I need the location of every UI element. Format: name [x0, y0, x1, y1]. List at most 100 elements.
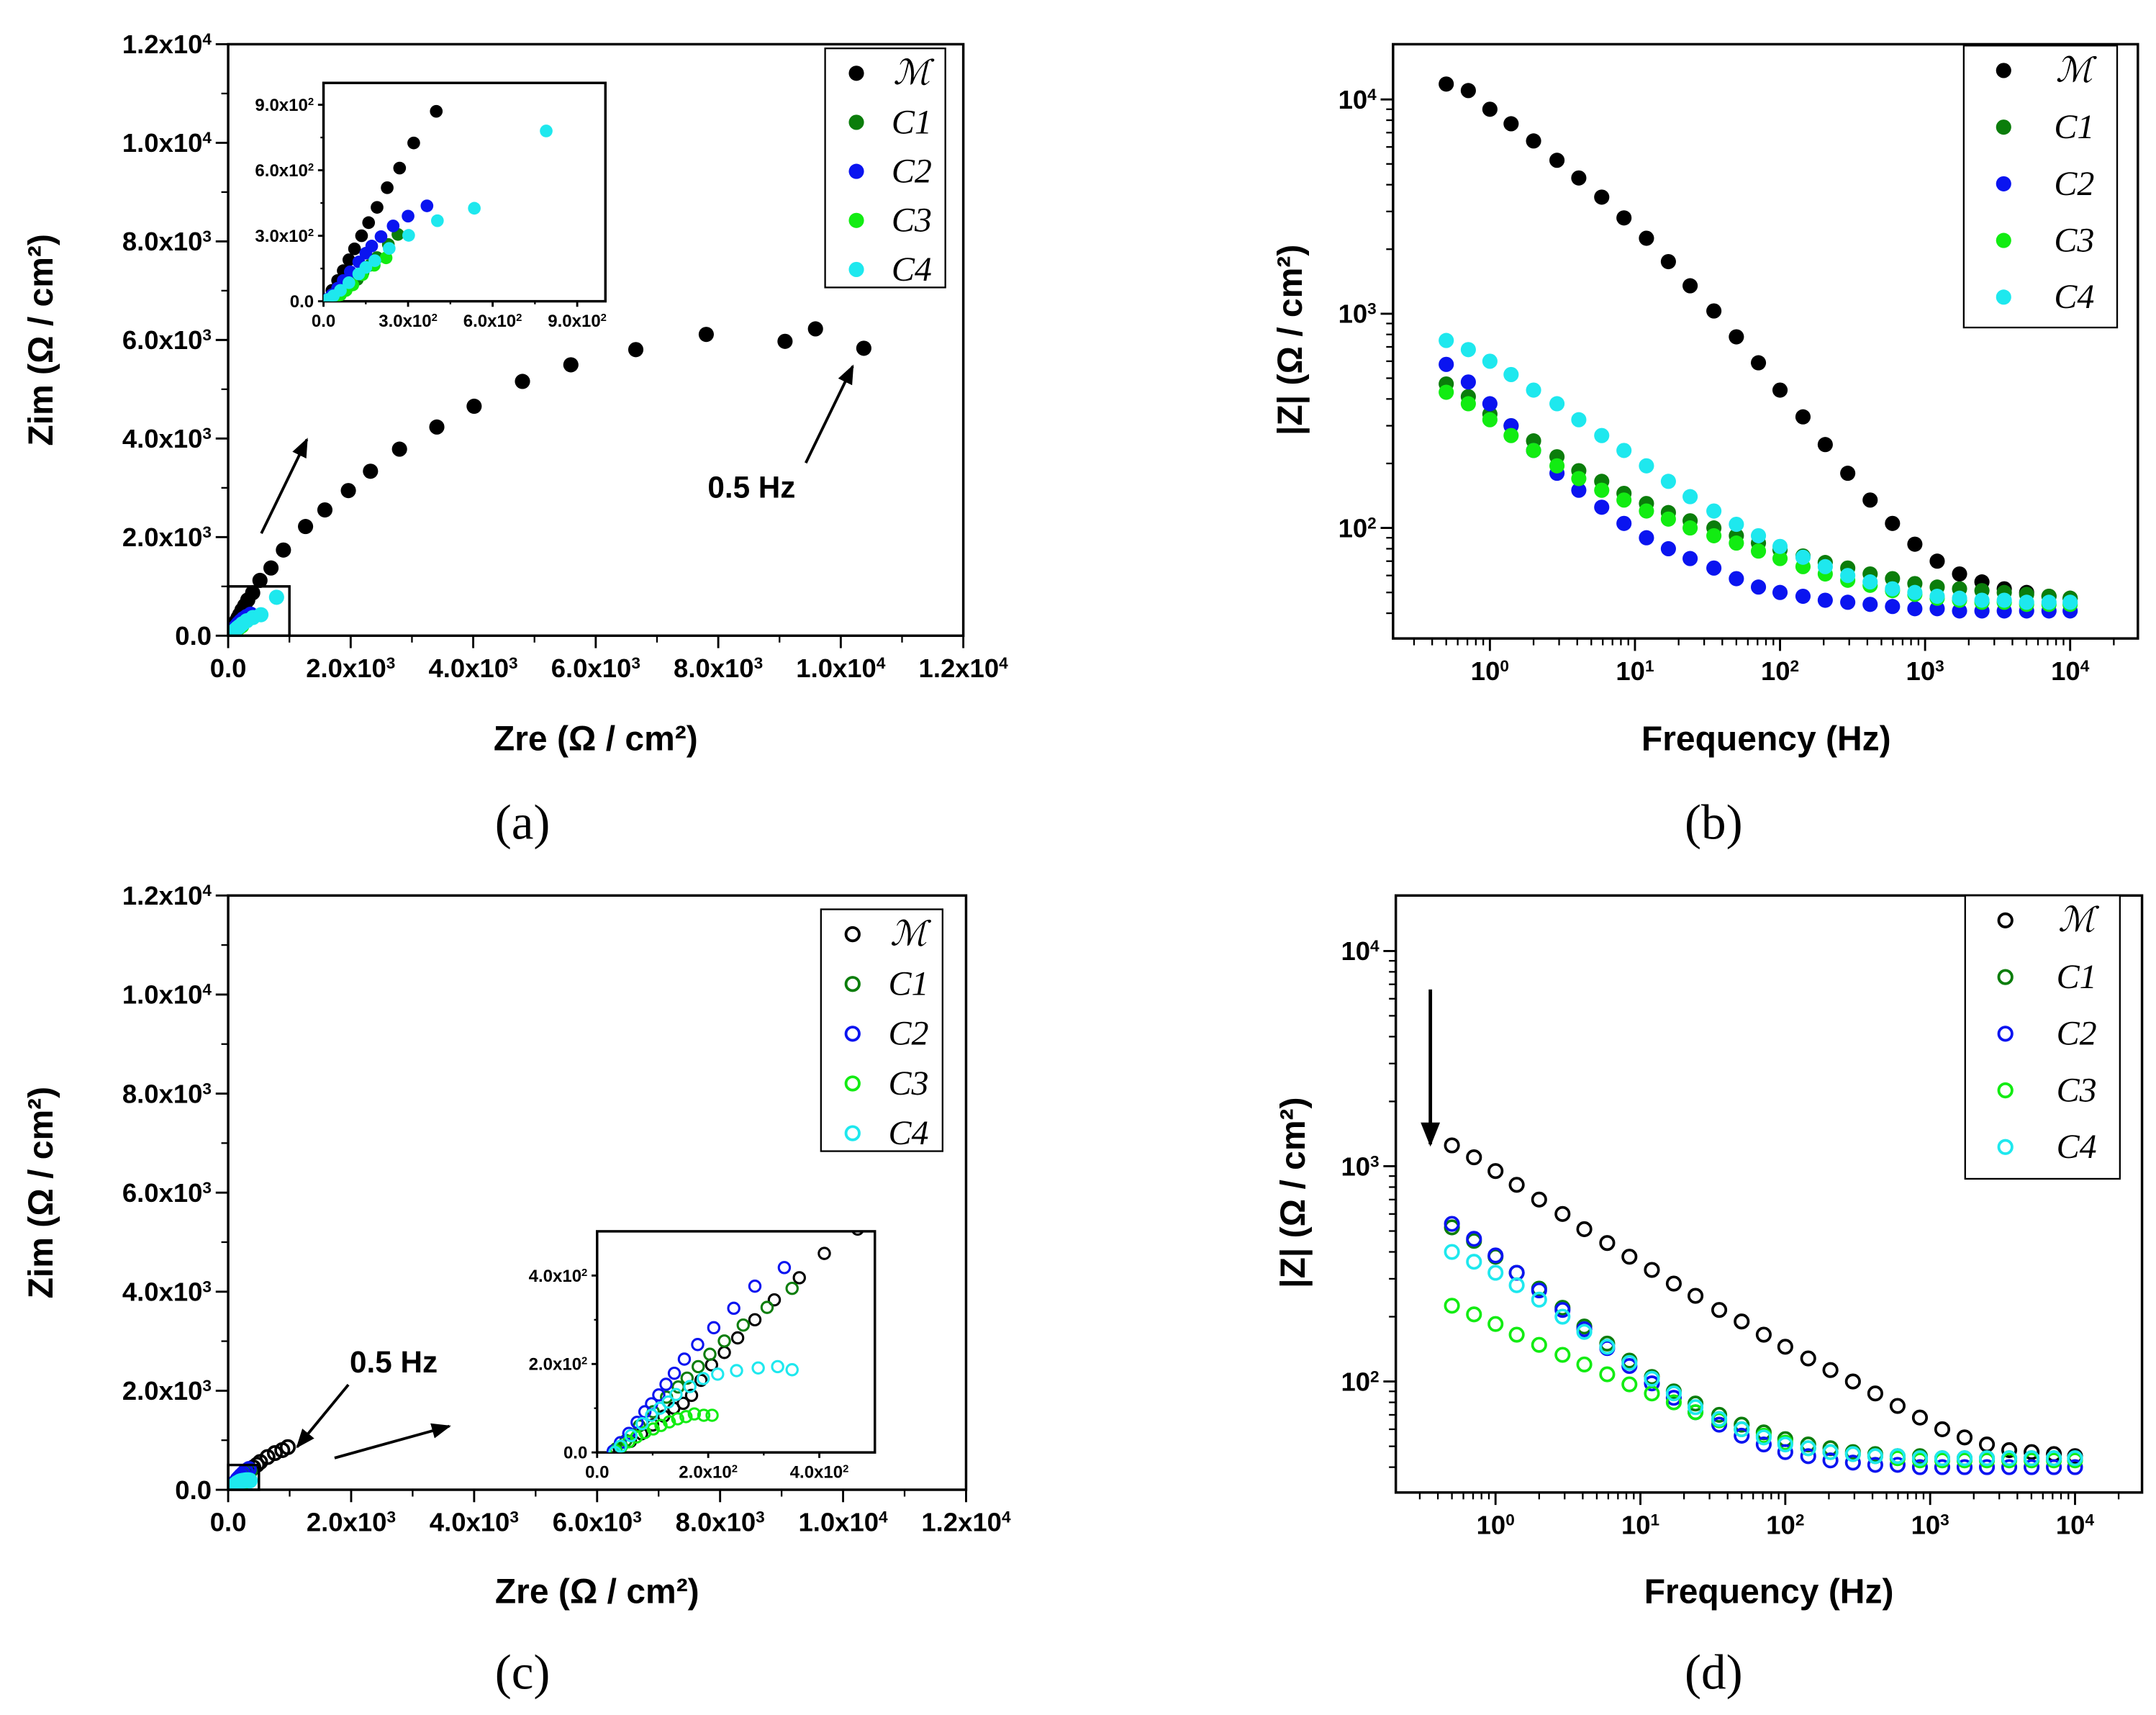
panel-d-point-c4 [1711, 1411, 1728, 1427]
panel-d-point-c1 [1734, 1416, 1750, 1433]
panel-d-legend-marker-c4 [1997, 1139, 2014, 1155]
panel-b-point-c2 [1706, 560, 1722, 576]
panel-c-y-tick-label: 2.0x103 [122, 1376, 212, 1406]
panel-c-inset-point-c4 [711, 1367, 725, 1381]
panel-d-point-c4 [1599, 1339, 1616, 1355]
panel-b-point-m [1706, 303, 1722, 319]
panel-c-inset-point-c4 [785, 1363, 799, 1377]
panel-c-legend-label-c4: C4 [888, 1114, 928, 1152]
panel-d-point-m [1777, 1339, 1793, 1355]
panel-b-point-c2 [1952, 603, 1967, 619]
panel-d-point-c4 [1688, 1399, 1704, 1416]
panel-d-y-tick-label: 104 [1341, 936, 1380, 966]
panel-c-y-tick-label: 1.0x104 [122, 980, 212, 1010]
panel-b-point-c4 [1795, 549, 1811, 565]
panel-c-inset-point-c1 [785, 1281, 799, 1295]
panel-b-point-m [1682, 278, 1698, 294]
panel-a-inset-point-c4 [540, 125, 553, 137]
panel-d-point-c4 [1934, 1450, 1951, 1467]
panel-d-point-m [2001, 1442, 2018, 1458]
panel-a-point-c4 [253, 607, 269, 623]
panel-a-legend-marker-m [848, 65, 864, 81]
panel-a-inset-point-c4 [368, 254, 381, 268]
panel-d-point-m [1599, 1235, 1616, 1252]
low-frequency-arrow-c [296, 1383, 350, 1449]
panel-d-point-c2 [1644, 1375, 1660, 1392]
panel-b-point-c4 [1549, 396, 1565, 412]
panel-a-inset-x-tick-label: 6.0x102 [463, 312, 522, 331]
panel-c-inset-y-tick-label: 2.0x102 [529, 1355, 588, 1375]
panel-c-inset-point-m [792, 1271, 806, 1285]
panel-d-point-c4 [1867, 1448, 1883, 1465]
panel-d-legend-label-c2: C2 [2057, 1015, 2097, 1053]
panel-c-x-tick-label: 1.0x104 [798, 1508, 888, 1537]
panel-a-inset-point-m [355, 229, 368, 243]
panel-b-legend [1962, 45, 2119, 329]
panel-b-point-c4 [1460, 342, 1476, 358]
panel-b-point-c3 [1571, 471, 1587, 487]
panel-b-point-m [1840, 466, 1856, 481]
panel-b-point-c2 [1594, 499, 1610, 515]
panel-b-point-c2 [1729, 571, 1744, 587]
panel-b-point-m [1639, 230, 1654, 246]
panel-a-panel-label: (a) [495, 795, 551, 850]
panel-b-point-c4 [1952, 590, 1967, 606]
panel-c-inset-point-c4 [608, 1445, 622, 1453]
panel-b-point-c4 [1996, 592, 2012, 608]
panel-d-point-c4 [1644, 1370, 1660, 1387]
panel-c-legend-label-c2: C2 [888, 1015, 928, 1053]
panel-c-inset-point-c2 [677, 1352, 692, 1366]
panel-b-legend-label-c2: C2 [2054, 165, 2094, 203]
panel-b-point-c4 [1503, 366, 1519, 382]
panel-d-point-c3 [1466, 1306, 1482, 1323]
panel-d-point-c2 [1777, 1444, 1793, 1460]
panel-c-inset-point-m [730, 1331, 745, 1345]
panel-b-point-c3 [1750, 543, 1767, 559]
panel-a-point-m [340, 483, 356, 499]
panel-c-inset-point-c3 [671, 1412, 684, 1426]
panel-d-point-c4 [2001, 1450, 2018, 1467]
panel-d-point-m [1889, 1398, 1906, 1414]
panel-d-legend-label-c1: C1 [2057, 958, 2097, 996]
panel-d-x-tick-label: 102 [1766, 1510, 1804, 1539]
panel-a-inset-point-m [393, 161, 407, 175]
panel-d-point-c2 [2067, 1459, 2083, 1475]
panel-a-legend-label-c4: C4 [892, 250, 932, 289]
panel-d-point-c2 [1444, 1216, 1460, 1232]
panel-c-inset-point-c2 [748, 1279, 762, 1293]
panel-a-x-tick-label: 0.0 [210, 653, 247, 683]
panel-a-point-m [807, 321, 823, 337]
panel-c-inset-point-m [684, 1388, 699, 1403]
panel-d-point-m [1978, 1436, 1996, 1453]
panel-c-inset-y-tick-label: 0.0 [563, 1444, 587, 1463]
panel-c-inset-point-m [1014, 1120, 1025, 1131]
panel-b-legend-label-c1: C1 [2054, 108, 2094, 146]
panel-a-inset-point-c4 [359, 261, 373, 274]
panel-d-x-tick-label: 100 [1477, 1510, 1515, 1539]
panel-a-inset-point-m [381, 181, 394, 194]
panel-d-point-c2 [1934, 1459, 1951, 1475]
panel-d-point-m [1644, 1262, 1660, 1278]
panel-a-inset-point-c2 [386, 220, 400, 232]
panel-a-legend-marker-c3 [848, 212, 864, 228]
panel-d-point-c4 [2046, 1450, 2062, 1467]
panel-b-point-c4 [1974, 592, 1990, 608]
panel-a-legend-label-m: ℳ [893, 54, 935, 92]
panel-a-y-tick-label: 8.0x103 [122, 227, 212, 256]
panel-a-y-tick-label: 6.0x103 [122, 325, 212, 355]
panel-b-point-c2 [1862, 597, 1878, 612]
panel-d-legend-marker-c1 [1997, 969, 2014, 985]
panel-d-point-m [1554, 1205, 1571, 1222]
panel-b-point-c4 [1526, 382, 1541, 398]
panel-c-y-tick-label: 4.0x103 [122, 1277, 212, 1307]
panel-d-point-c4 [1531, 1291, 1547, 1308]
panel-c-zoom-box [227, 1463, 261, 1491]
panel-d-legend-marker-c2 [1997, 1026, 2014, 1042]
panel-d-point-c3 [1444, 1298, 1460, 1314]
panel-d-y-axis-title: |Z| (Ω / cm²) [1274, 1097, 1313, 1288]
panel-c-x-tick-label: 8.0x103 [676, 1508, 765, 1537]
panel-d-point-m [1755, 1326, 1772, 1343]
panel-c-inset-point-m [1080, 1093, 1091, 1104]
panel-c-y-axis-title: Zim (Ω / cm²) [22, 1087, 60, 1299]
panel-b-x-axis-title: Frequency (Hz) [1641, 720, 1891, 759]
